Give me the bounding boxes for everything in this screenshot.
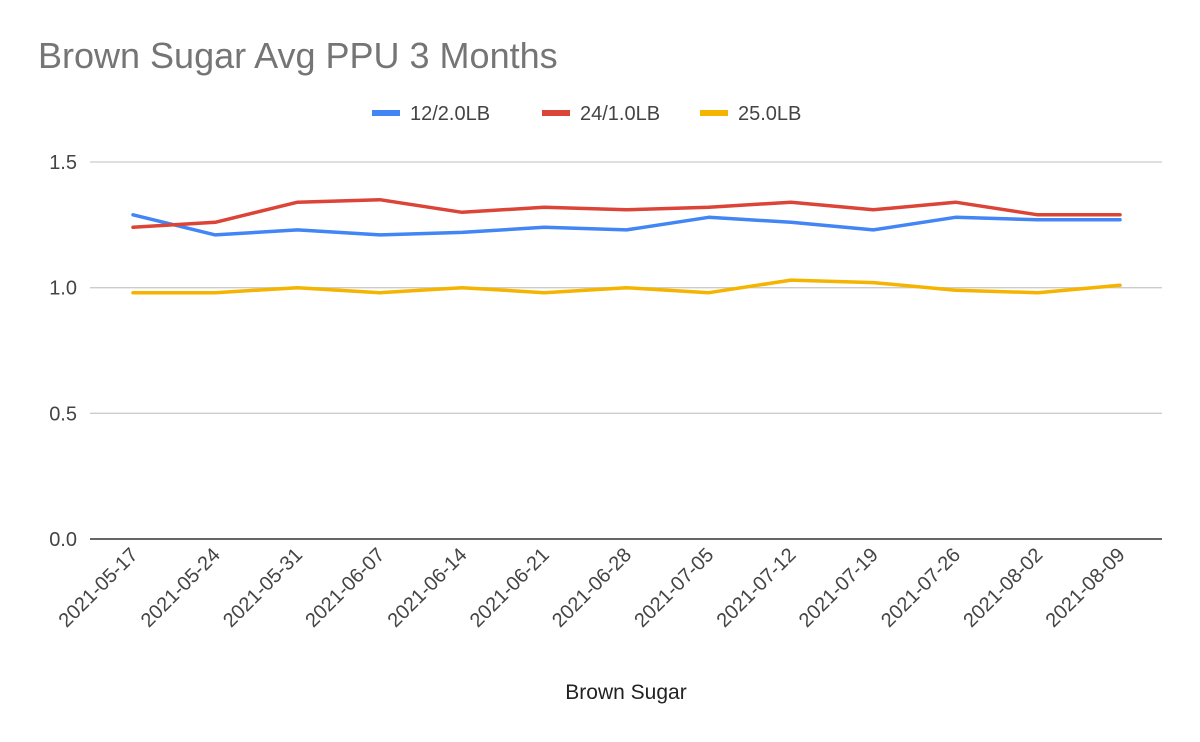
x-tick-label: 2021-08-09: [1042, 544, 1130, 632]
x-tick-label: 2021-07-26: [877, 544, 965, 632]
y-tick-label: 1.5: [49, 152, 77, 174]
legend-swatch: [372, 110, 400, 116]
y-tick-label: 1.0: [49, 278, 77, 300]
legend-label: 12/2.0LB: [410, 103, 490, 125]
y-tick-label: 0.0: [49, 529, 77, 551]
x-tick-label: 2021-06-21: [466, 544, 554, 632]
chart-title: Brown Sugar Avg PPU 3 Months: [38, 35, 558, 76]
legend-swatch: [700, 110, 728, 116]
x-tick-label: 2021-06-28: [548, 544, 636, 632]
x-tick-label: 2021-08-02: [959, 544, 1047, 632]
legend-swatch: [542, 110, 570, 116]
x-tick-label: 2021-07-19: [795, 544, 883, 632]
x-tick-label: 2021-05-17: [55, 544, 143, 632]
x-tick-label: 2021-06-14: [384, 544, 472, 632]
legend: 12/2.0LB 24/1.0LB 25.0LB: [372, 103, 801, 125]
x-tick-label: 2021-06-07: [301, 544, 389, 632]
x-tick-label: 2021-07-12: [713, 544, 801, 632]
series-line-3: [131, 278, 1122, 295]
x-tick-label: 2021-05-24: [137, 544, 225, 632]
x-axis-ticks: 2021-05-172021-05-242021-05-312021-06-07…: [55, 544, 1130, 632]
legend-label: 25.0LB: [738, 103, 801, 125]
y-tick-label: 0.5: [49, 403, 77, 425]
series-line-2: [131, 197, 1122, 230]
x-tick-label: 2021-07-05: [630, 544, 718, 632]
series-group: [131, 197, 1122, 295]
x-axis-label: Brown Sugar: [565, 681, 686, 704]
y-axis-ticks: 0.0 0.5 1.0 1.5: [49, 152, 77, 551]
x-tick-label: 2021-05-31: [219, 544, 307, 632]
legend-label: 24/1.0LB: [580, 103, 660, 125]
series-line-1: [131, 213, 1122, 237]
